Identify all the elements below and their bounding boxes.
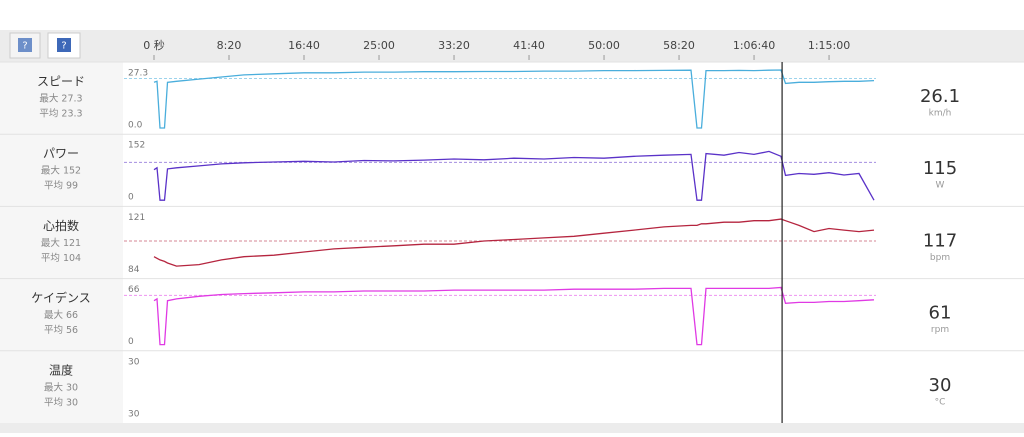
x-tick-label: 8:20	[217, 39, 242, 52]
y-tick-label: 84	[128, 265, 140, 275]
metric-max: 最大 121	[41, 237, 81, 249]
current-value: 61	[929, 303, 952, 324]
x-tick-label: 16:40	[288, 39, 320, 52]
metric-title: 温度	[49, 362, 73, 377]
y-tick-label: 30	[128, 357, 140, 367]
label-column	[0, 62, 123, 423]
x-tick-label: 1:15:00	[808, 39, 850, 52]
current-unit: °C	[935, 397, 946, 407]
metric-avg: 平均 56	[44, 324, 78, 336]
current-unit: rpm	[931, 325, 949, 335]
y-tick-label: 30	[128, 409, 140, 419]
metric-max: 最大 152	[41, 165, 81, 177]
data-line	[153, 150, 875, 201]
y-tick-label: 0	[128, 193, 134, 203]
x-tick-label: 33:20	[438, 39, 470, 52]
metric-title: 心拍数	[43, 218, 79, 233]
metric-avg: 平均 30	[44, 396, 78, 408]
current-value: 115	[923, 158, 957, 179]
y-tick-label: 0	[128, 337, 134, 347]
current-value: 117	[923, 230, 957, 251]
y-tick-label: 121	[128, 213, 145, 223]
metric-title: パワー	[43, 147, 79, 161]
current-unit: km/h	[929, 109, 952, 119]
metric-avg: 平均 99	[44, 180, 78, 192]
x-tick-label: 1:06:40	[733, 39, 775, 52]
x-tick-label: 25:00	[363, 39, 395, 52]
metric-title: スピード	[37, 75, 85, 89]
footer	[0, 423, 1024, 433]
metric-avg: 平均 104	[41, 252, 81, 264]
x-tick-label: 0 秒	[143, 38, 165, 52]
data-line	[153, 218, 875, 267]
x-tick-label: 58:20	[663, 39, 695, 52]
current-unit: bpm	[930, 253, 950, 263]
metric-max: 最大 27.3	[39, 93, 82, 105]
metric-title: ケイデンス	[31, 290, 91, 305]
y-tick-label: 0.0	[128, 121, 143, 131]
y-tick-label: 152	[128, 141, 145, 151]
current-unit: W	[936, 181, 945, 191]
metric-avg: 平均 23.3	[39, 108, 82, 120]
y-tick-label: 27.3	[128, 69, 148, 79]
data-line	[153, 69, 875, 129]
current-value: 26.1	[920, 86, 960, 107]
button-label[interactable]: ?	[61, 41, 66, 52]
metric-max: 最大 30	[44, 381, 78, 393]
data-line	[153, 286, 875, 346]
toolbar	[0, 30, 1024, 62]
help-button[interactable]: ?	[9, 32, 41, 59]
metric-max: 最大 66	[44, 309, 78, 321]
y-tick-label: 66	[128, 285, 140, 295]
x-tick-label: 50:00	[588, 39, 620, 52]
x-tick-label: 41:40	[513, 39, 545, 52]
current-value: 30	[929, 375, 952, 396]
button-label[interactable]: ?	[22, 41, 27, 52]
help-button[interactable]: ?	[47, 32, 81, 59]
